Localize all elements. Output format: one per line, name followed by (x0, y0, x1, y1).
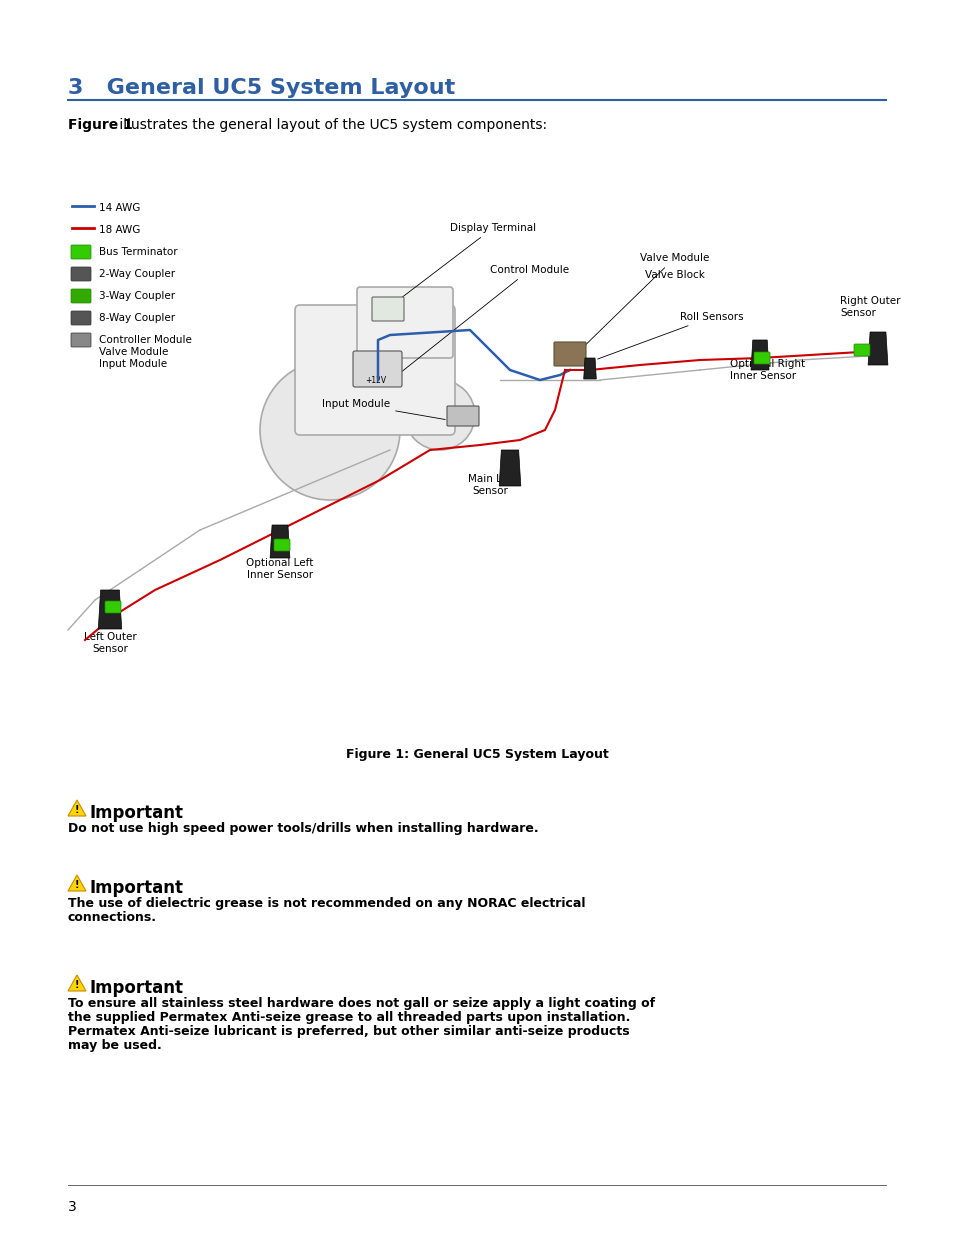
FancyBboxPatch shape (71, 289, 91, 303)
Text: Valve Module: Valve Module (572, 253, 709, 358)
Text: 3-Way Coupler: 3-Way Coupler (99, 291, 175, 301)
Text: 18 AWG: 18 AWG (99, 225, 140, 235)
Text: the supplied Permatex Anti-seize grease to all threaded parts upon installation.: the supplied Permatex Anti-seize grease … (68, 1011, 630, 1024)
Text: Controller Module: Controller Module (99, 335, 192, 345)
FancyBboxPatch shape (372, 296, 403, 321)
Circle shape (260, 359, 399, 500)
FancyBboxPatch shape (71, 267, 91, 282)
Text: Figure 1: General UC5 System Layout: Figure 1: General UC5 System Layout (345, 748, 608, 761)
FancyBboxPatch shape (274, 538, 290, 551)
Text: Optional Right
Inner Sensor: Optional Right Inner Sensor (729, 359, 804, 380)
FancyBboxPatch shape (853, 345, 869, 356)
FancyBboxPatch shape (105, 601, 121, 613)
Polygon shape (583, 358, 596, 379)
Polygon shape (98, 590, 122, 629)
Text: +12V: +12V (365, 375, 386, 385)
Text: Figure 1: Figure 1 (68, 119, 132, 132)
Polygon shape (68, 876, 86, 890)
Text: !: ! (74, 981, 79, 990)
Text: illustrates the general layout of the UC5 system components:: illustrates the general layout of the UC… (115, 119, 547, 132)
Polygon shape (270, 525, 290, 558)
Polygon shape (498, 450, 520, 487)
Text: !: ! (74, 805, 79, 815)
Text: !: ! (74, 881, 79, 890)
FancyBboxPatch shape (71, 245, 91, 259)
Text: Control Module: Control Module (402, 266, 569, 372)
Text: connections.: connections. (68, 911, 157, 924)
Text: 8-Way Coupler: 8-Way Coupler (99, 312, 175, 324)
Text: Important: Important (90, 979, 184, 997)
Text: Important: Important (90, 804, 184, 823)
Text: Input Module: Input Module (99, 359, 167, 369)
Text: 14 AWG: 14 AWG (99, 203, 140, 212)
FancyBboxPatch shape (753, 352, 769, 364)
Polygon shape (68, 974, 86, 990)
Circle shape (405, 380, 475, 450)
Text: Main Lift
Sensor: Main Lift Sensor (467, 474, 512, 495)
Text: Display Terminal: Display Terminal (390, 224, 536, 306)
FancyBboxPatch shape (554, 342, 585, 366)
Text: Bus Terminator: Bus Terminator (99, 247, 177, 257)
FancyBboxPatch shape (294, 305, 455, 435)
Text: 2-Way Coupler: 2-Way Coupler (99, 269, 175, 279)
Text: Roll Sensors: Roll Sensors (597, 312, 742, 359)
FancyBboxPatch shape (71, 333, 91, 347)
Text: Right Outer
Sensor: Right Outer Sensor (840, 296, 900, 317)
Text: may be used.: may be used. (68, 1039, 162, 1052)
Text: 3: 3 (68, 1200, 76, 1214)
Text: Permatex Anti-seize lubricant is preferred, but other similar anti-seize product: Permatex Anti-seize lubricant is preferr… (68, 1025, 629, 1037)
FancyBboxPatch shape (356, 287, 453, 358)
Text: Left Outer
Sensor: Left Outer Sensor (84, 632, 136, 653)
Text: Valve Module: Valve Module (99, 347, 168, 357)
Polygon shape (68, 800, 86, 816)
FancyBboxPatch shape (447, 406, 478, 426)
Text: 3   General UC5 System Layout: 3 General UC5 System Layout (68, 78, 455, 98)
FancyBboxPatch shape (71, 311, 91, 325)
Text: The use of dielectric grease is not recommended on any NORAC electrical: The use of dielectric grease is not reco… (68, 897, 585, 910)
Text: Optional Left
Inner Sensor: Optional Left Inner Sensor (246, 558, 314, 579)
Text: To ensure all stainless steel hardware does not gall or seize apply a light coat: To ensure all stainless steel hardware d… (68, 997, 655, 1010)
Text: Input Module: Input Module (322, 399, 445, 420)
Text: Valve Block: Valve Block (644, 270, 704, 280)
Text: Do not use high speed power tools/drills when installing hardware.: Do not use high speed power tools/drills… (68, 823, 538, 835)
FancyBboxPatch shape (353, 351, 401, 387)
Text: Important: Important (90, 879, 184, 897)
Polygon shape (750, 340, 768, 370)
Polygon shape (867, 332, 887, 366)
